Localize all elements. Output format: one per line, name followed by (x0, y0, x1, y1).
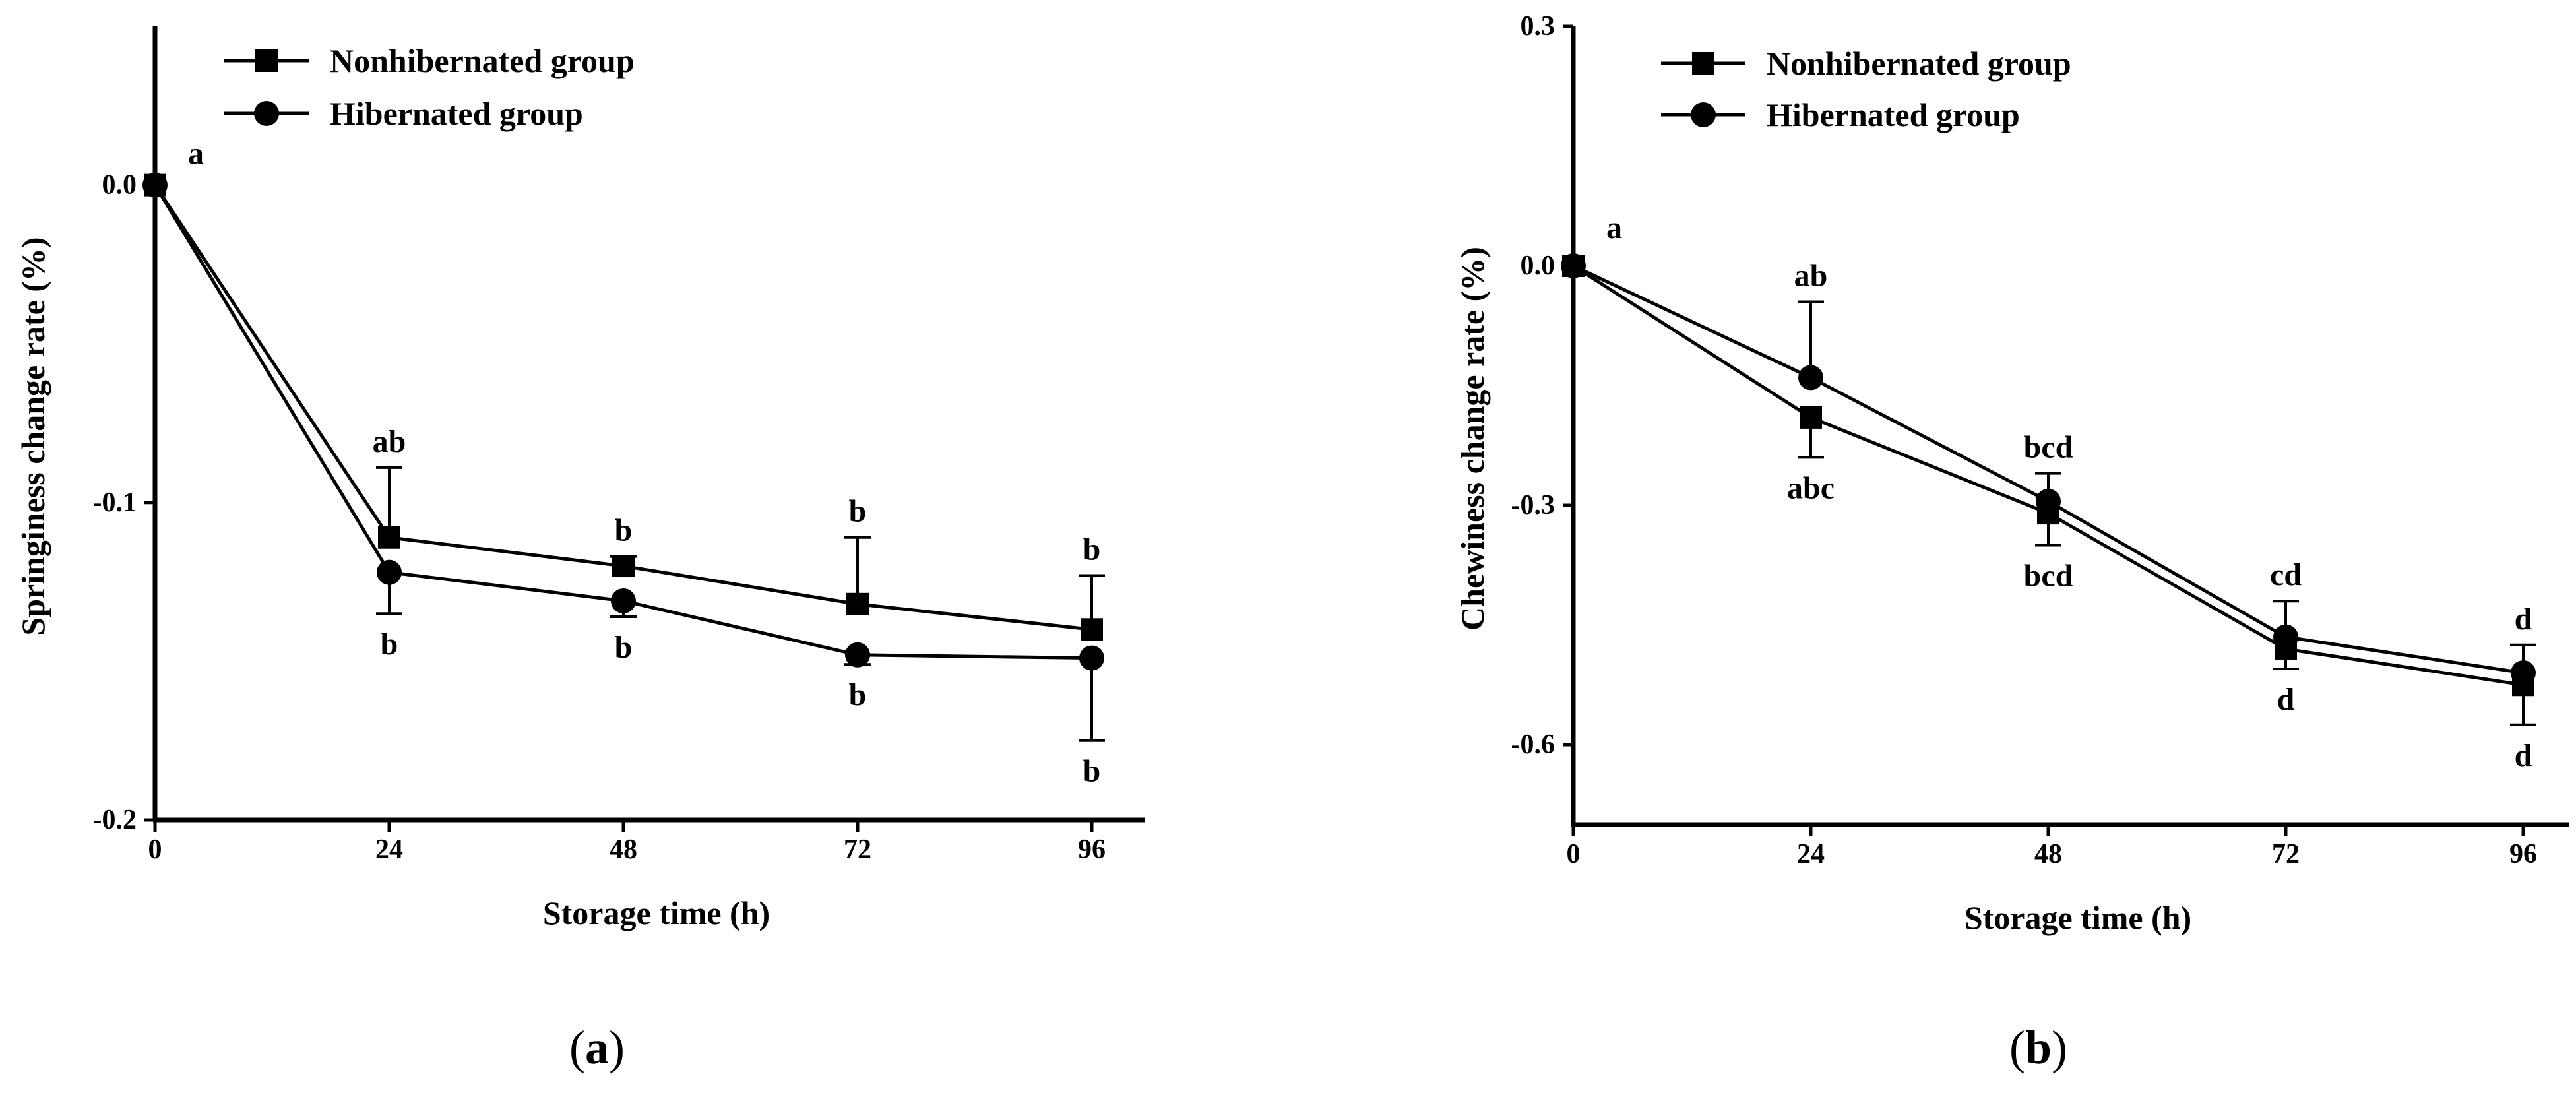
significance-label: a (1606, 210, 1622, 245)
legend-marker-circle (1691, 102, 1716, 127)
x-tick-label: 0 (148, 834, 162, 865)
x-tick-label: 96 (2509, 839, 2537, 869)
y-tick-label: -0.6 (1511, 730, 1555, 760)
data-point-square (1800, 406, 1822, 429)
significance-label: d (2515, 738, 2532, 773)
significance-label: d (2277, 682, 2295, 717)
significance-label: b (615, 513, 633, 548)
significance-label: b (849, 494, 867, 529)
y-tick-label: 0.0 (1521, 251, 1555, 281)
x-tick-label: 0 (1567, 839, 1581, 869)
legend-label: Nonhibernated group (330, 42, 635, 79)
panel-a-springiness-chart: 0.0 -0.1 -0.2 0 24 48 72 96 Storage time (h) Spri… (15, 26, 1145, 1074)
data-point-square (1081, 618, 1103, 641)
data-point-square (612, 555, 635, 578)
legend: Nonhibernated group Hibernated group (224, 42, 635, 132)
significance-label: d (2515, 602, 2532, 637)
legend: Nonhibernated group Hibernated group (1661, 45, 2071, 133)
x-tick-label: 72 (2272, 839, 2300, 869)
data-point-circle (377, 559, 402, 585)
y-tick-label: -0.3 (1511, 490, 1555, 520)
legend-label: Nonhibernated group (1767, 45, 2071, 82)
data-point-square (378, 526, 400, 549)
x-tick-label: 48 (2034, 839, 2062, 869)
significance-label: cd (2270, 557, 2302, 592)
legend-marker-square (1692, 52, 1714, 75)
significance-label: bcd (2024, 559, 2073, 594)
significance-label: bcd (2024, 430, 2073, 465)
data-point-circle (1079, 645, 1104, 671)
data-point-circle (2273, 624, 2298, 650)
significance-label: b (849, 677, 867, 712)
x-tick-label: 72 (844, 834, 871, 865)
significance-label: ab (373, 424, 406, 459)
data-point-circle (142, 172, 168, 198)
y-axis-label: Springiness change rate (%) (15, 237, 51, 635)
legend-label: Hibernated group (1767, 96, 2020, 133)
significance-label: abc (1787, 470, 1835, 505)
significance-label: b (1083, 754, 1101, 789)
y-tick-label: -0.2 (93, 805, 137, 835)
significance-label: b (381, 627, 398, 662)
series-hibernated: b b b b (142, 172, 1105, 789)
y-tick-label: 0.0 (102, 170, 137, 201)
panel-b-chewiness-chart: 0.3 0.0 -0.3 -0.6 0 24 48 72 96 Storage time (h) C… (1454, 11, 2569, 1074)
data-point-circle (1798, 365, 1823, 391)
y-tick-label: 0.3 (1521, 11, 1555, 42)
x-tick-label: 24 (1797, 839, 1825, 869)
panel-caption: (b) (2009, 1021, 2067, 1074)
significance-label: b (1083, 532, 1101, 567)
series-line (153, 184, 1092, 660)
x-tick-label: 24 (375, 834, 403, 865)
series-hibernated: ab bcd cd d (1561, 253, 2536, 686)
data-point-circle (1561, 253, 1586, 278)
x-axis-label: Storage time (h) (1964, 899, 2191, 936)
data-point-circle (845, 642, 870, 668)
significance-label: b (615, 630, 633, 665)
legend-marker-square (255, 49, 278, 72)
series-nonhibernated: a ab b b b (144, 137, 1105, 641)
significance-label: ab (1794, 258, 1828, 293)
data-point-circle (2036, 488, 2061, 514)
x-tick-label: 48 (610, 834, 637, 865)
data-point-square (846, 592, 869, 615)
panel-caption: (a) (569, 1021, 625, 1074)
legend-marker-circle (254, 101, 279, 126)
x-tick-label: 96 (1078, 834, 1106, 865)
y-axis-label: Chewiness change rate (%) (1454, 247, 1491, 631)
data-point-circle (611, 588, 636, 613)
legend-label: Hibernated group (330, 95, 583, 132)
x-axis-label: Storage time (h) (543, 894, 770, 931)
data-point-circle (2511, 660, 2536, 686)
significance-label: a (188, 137, 204, 172)
series-line (1572, 264, 2524, 675)
y-tick-label: -0.1 (93, 487, 137, 518)
